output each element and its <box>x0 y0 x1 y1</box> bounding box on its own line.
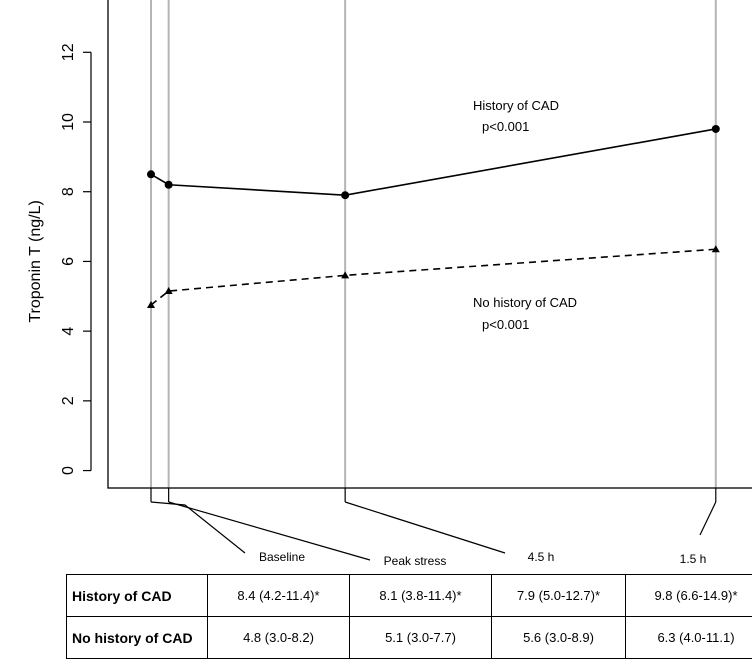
data-point <box>147 170 155 179</box>
timepoint-label: 4.5 h <box>528 550 555 564</box>
table-cell: 4.8 (3.0-8.2) <box>207 616 350 659</box>
troponin-chart: 0 2 4 6 8 10 12 Troponin T (ng/L) History of C… <box>27 0 752 568</box>
plot-frame <box>107 0 752 489</box>
series-layer <box>147 124 720 308</box>
annotation-label: No history of CAD <box>473 295 577 310</box>
summary-table: History of CAD 8.4 (4.2-11.4)* 8.1 (3.8-… <box>66 574 752 659</box>
series-line <box>150 128 716 197</box>
table-row: History of CAD 8.4 (4.2-11.4)* 8.1 (3.8-… <box>66 574 752 617</box>
timepoint-label: Baseline <box>259 550 305 564</box>
annotation-pvalue: p<0.001 <box>482 119 529 134</box>
table-row: No history of CAD 4.8 (3.0-8.2) 5.1 (3.0… <box>66 616 752 659</box>
timepoint-guides <box>150 0 717 488</box>
y-axis-label: Troponin T (ng/L) <box>27 200 44 322</box>
table-cell: 8.1 (3.8-11.4)* <box>349 574 492 617</box>
y-axis: 0 2 4 6 8 10 12 <box>60 43 92 475</box>
data-point <box>711 245 720 253</box>
table-cell: 8.4 (4.2-11.4)* <box>207 574 350 617</box>
table-cell: 7.9 (5.0-12.7)* <box>491 574 626 617</box>
y-tick-label: 6 <box>60 257 77 266</box>
y-tick-label: 0 <box>60 466 77 475</box>
leader-line <box>150 501 246 554</box>
data-point <box>164 180 173 189</box>
y-tick-label: 2 <box>60 396 77 405</box>
leader-line <box>168 501 371 561</box>
table-cell: 6.3 (4.0-11.1) <box>625 616 752 659</box>
y-tick-label: 4 <box>60 327 77 336</box>
timepoint-label: Peak stress <box>384 554 447 568</box>
data-point <box>147 301 155 308</box>
timepoint-labels: Baseline Peak stress 4.5 h 1.5 h <box>150 488 717 568</box>
leader-line <box>344 501 506 554</box>
annotation-pvalue: p<0.001 <box>482 317 529 332</box>
y-tick-label: 12 <box>60 43 77 61</box>
data-point <box>341 271 350 279</box>
data-point <box>341 191 350 200</box>
annotations: History of CAD p<0.001 No history of CAD p<… <box>473 98 577 332</box>
row-header: History of CAD <box>66 574 208 617</box>
data-point <box>711 124 720 133</box>
table-cell: 9.8 (6.6-14.9)* <box>625 574 752 617</box>
y-tick-label: 10 <box>60 113 77 131</box>
row-header: No history of CAD <box>66 616 208 659</box>
annotation-label: History of CAD <box>473 98 559 113</box>
y-tick-label: 8 <box>60 187 77 196</box>
data-point <box>164 287 173 295</box>
series-line <box>150 248 716 306</box>
timepoint-label: 1.5 h <box>680 552 707 566</box>
leader-line <box>699 501 717 536</box>
table-cell: 5.1 (3.0-7.7) <box>349 616 492 659</box>
table-cell: 5.6 (3.0-8.9) <box>491 616 626 659</box>
